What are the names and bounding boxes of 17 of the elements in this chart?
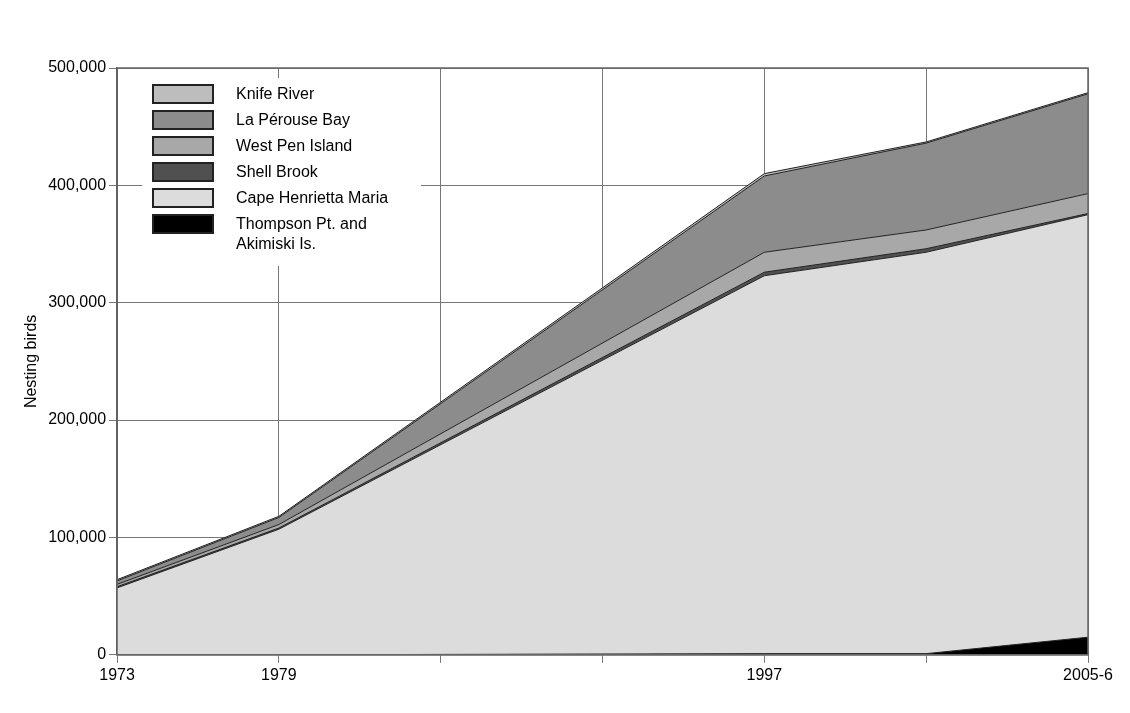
x-tick-label: 2005-6: [1063, 665, 1114, 683]
y-tick-label: 0: [97, 645, 107, 663]
y-tick-label: 300,000: [48, 293, 107, 311]
y-axis-title: Nesting birds: [22, 314, 40, 409]
legend-label: Shell Brook: [236, 162, 318, 182]
legend-label: West Pen Island: [236, 136, 353, 156]
legend-label: Cape Henrietta Maria: [236, 188, 389, 208]
legend-label: Thompson Pt. and Akimiski Is.: [236, 214, 368, 254]
x-tick-label: 1973: [99, 665, 135, 683]
y-tick-label: 500,000: [48, 58, 107, 76]
legend-label: Knife River: [236, 84, 315, 104]
y-tick-label: 200,000: [48, 410, 107, 428]
x-tick-label: 1997: [746, 665, 783, 683]
x-tick-label: 1979: [261, 665, 297, 683]
y-tick-label: 100,000: [48, 527, 107, 545]
legend-label: La Pérouse Bay: [236, 110, 350, 130]
y-tick-label: 400,000: [48, 175, 107, 193]
